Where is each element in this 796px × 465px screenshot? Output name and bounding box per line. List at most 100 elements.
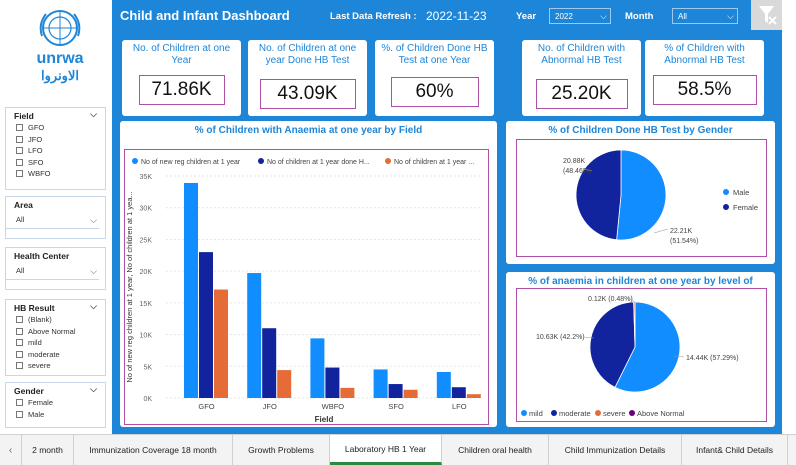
hb-result-slicer[interactable]: HB Result ⌵ (Blank) Above Normal mild mod…	[5, 299, 106, 376]
legend-label: No of children at 1 year ...	[394, 159, 474, 166]
leader-line	[629, 298, 637, 304]
kpi-value: 43.09K	[259, 79, 356, 109]
x-tick-label: LFO	[452, 402, 467, 411]
checkbox[interactable]	[16, 399, 23, 407]
refresh-label: Last Data Refresh :	[330, 11, 417, 22]
tab-scroll-left-icon[interactable]: ‹	[0, 435, 22, 465]
unrwa-logo: unrwa الاونروا	[36, 10, 84, 84]
chevron-down-icon[interactable]: ⌵	[90, 301, 97, 311]
bar-chart-svg[interactable]: No of new reg children at 1 year No of ch…	[120, 121, 497, 427]
health-center-dropdown[interactable]: All ⌵	[6, 262, 99, 280]
year-label: Year	[516, 11, 537, 22]
x-axis-label: Field	[315, 415, 334, 424]
legend-marker	[629, 410, 635, 416]
pie-slice	[575, 149, 622, 241]
tab-child-immunization-details[interactable]: Child Immunization Details	[549, 435, 682, 465]
kpi-card: %. of Children Done HB Test at one Year …	[375, 40, 494, 116]
bar	[199, 252, 213, 398]
area-slicer-title: Area	[14, 200, 33, 210]
kpi-title: No. of Children at one year Done HB Test	[258, 43, 357, 66]
gender-option-male[interactable]: Male	[6, 409, 105, 421]
filter-clear-icon	[759, 6, 777, 25]
checkbox[interactable]	[16, 362, 23, 370]
legend-marker	[258, 158, 264, 164]
tab-immunization-coverage[interactable]: Immunization Coverage 18 month	[74, 435, 233, 465]
chevron-down-icon[interactable]: ⌵	[90, 266, 97, 276]
checkbox[interactable]	[16, 124, 23, 132]
y-tick-label: 30K	[140, 206, 153, 213]
health-center-slicer-title: Health Center	[14, 251, 70, 261]
legend-marker	[595, 410, 601, 416]
anaemia-by-field-panel: % of Children with Anaemia at one year b…	[120, 121, 497, 427]
data-label: 0.12K (0.48%)	[588, 296, 633, 303]
field-slicer[interactable]: Field ⌵ GFO JFO LFO SFO WBFO	[5, 107, 106, 190]
tab-infant-child-details[interactable]: Infant& Child Details	[682, 435, 788, 465]
hb-option[interactable]: severe	[6, 360, 105, 372]
year-dropdown[interactable]: 2022 ⌵	[549, 8, 611, 24]
data-label: 10.63K (42.2%)	[536, 334, 585, 341]
kpi-value: 60%	[390, 77, 479, 107]
tab-children-oral-health[interactable]: Children oral health	[442, 435, 549, 465]
health-center-slicer[interactable]: Health Center All ⌵	[5, 247, 106, 290]
legend-marker	[551, 410, 557, 416]
hb-option[interactable]: moderate	[6, 349, 105, 361]
y-tick-label: 5K	[143, 364, 152, 371]
x-tick-label: JFO	[263, 402, 277, 411]
field-slicer-title: Field	[14, 111, 34, 121]
bar	[436, 371, 451, 398]
tab-growth-problems[interactable]: Growth Problems	[233, 435, 330, 465]
hb-result-slicer-title: HB Result	[14, 303, 55, 313]
y-tick-label: 0K	[143, 396, 152, 403]
checkbox[interactable]	[16, 327, 23, 335]
tab-2-month[interactable]: 2 month	[22, 435, 74, 465]
checkbox[interactable]	[16, 158, 23, 166]
area-slicer[interactable]: Area All ⌵	[5, 196, 106, 239]
level-pie-svg[interactable]: 14.44K (57.29%) 10.63K (42.2%) 0.12K (0.48…	[506, 272, 775, 427]
field-option-jfo[interactable]: JFO	[6, 134, 105, 146]
month-dropdown[interactable]: All ⌵	[672, 8, 738, 24]
bar	[247, 273, 262, 398]
checkbox[interactable]	[16, 350, 23, 358]
y-tick-label: 20K	[140, 269, 153, 276]
kpi-title: %. of Children Done HB Test at one Year	[381, 43, 488, 66]
field-option-lfo[interactable]: LFO	[6, 145, 105, 157]
hb-option[interactable]: mild	[6, 337, 105, 349]
bar	[466, 394, 481, 398]
y-tick-label: 25K	[140, 237, 153, 244]
hb-option[interactable]: Above Normal	[6, 326, 105, 338]
kpi-card: No. of Children at one year Done HB Test…	[248, 40, 367, 116]
field-option-wbfo[interactable]: WBFO	[6, 168, 105, 180]
checkbox[interactable]	[16, 135, 23, 143]
legend-label: mild	[529, 409, 543, 418]
gender-slicer[interactable]: Gender ⌵ Female Male	[5, 382, 106, 428]
kpi-title: No. of Children at one Year	[132, 43, 231, 66]
hb-option[interactable]: (Blank)	[6, 314, 105, 326]
bar	[340, 387, 355, 398]
kpi-card: No. of Children with Abnormal HB Test 25…	[522, 40, 641, 116]
field-option-gfo[interactable]: GFO	[6, 122, 105, 134]
bar-chart-frame	[124, 149, 489, 425]
chevron-down-icon[interactable]: ⌵	[90, 215, 97, 225]
bar	[403, 389, 418, 398]
checkbox[interactable]	[16, 339, 23, 347]
gender-option-female[interactable]: Female	[6, 397, 105, 409]
clear-filter-button[interactable]	[751, 0, 782, 30]
chevron-down-icon[interactable]: ⌵	[90, 384, 97, 394]
checkbox[interactable]	[16, 147, 23, 155]
legend-marker	[521, 410, 527, 416]
checkbox[interactable]	[16, 316, 23, 324]
gender-pie-panel: % of Children Done HB Test by Gender 22.…	[506, 121, 775, 264]
checkbox[interactable]	[16, 410, 23, 418]
legend-marker	[385, 158, 391, 164]
x-tick-label: GFO	[198, 402, 214, 411]
bar	[277, 370, 292, 398]
legend-label: Female	[733, 203, 758, 212]
area-dropdown[interactable]: All ⌵	[6, 211, 99, 229]
chevron-down-icon[interactable]: ⌵	[90, 109, 97, 119]
checkbox[interactable]	[16, 170, 23, 178]
gender-pie-svg[interactable]: 22.21K (51.54%) 20.88K (48.46%) Male Female	[506, 121, 775, 264]
tab-laboratory-hb[interactable]: Laboratory HB 1 Year	[330, 435, 442, 465]
legend-label: severe	[603, 409, 626, 418]
dashboard-main: Child and Infant Dashboard Last Data Ref…	[112, 0, 782, 434]
field-option-sfo[interactable]: SFO	[6, 157, 105, 169]
